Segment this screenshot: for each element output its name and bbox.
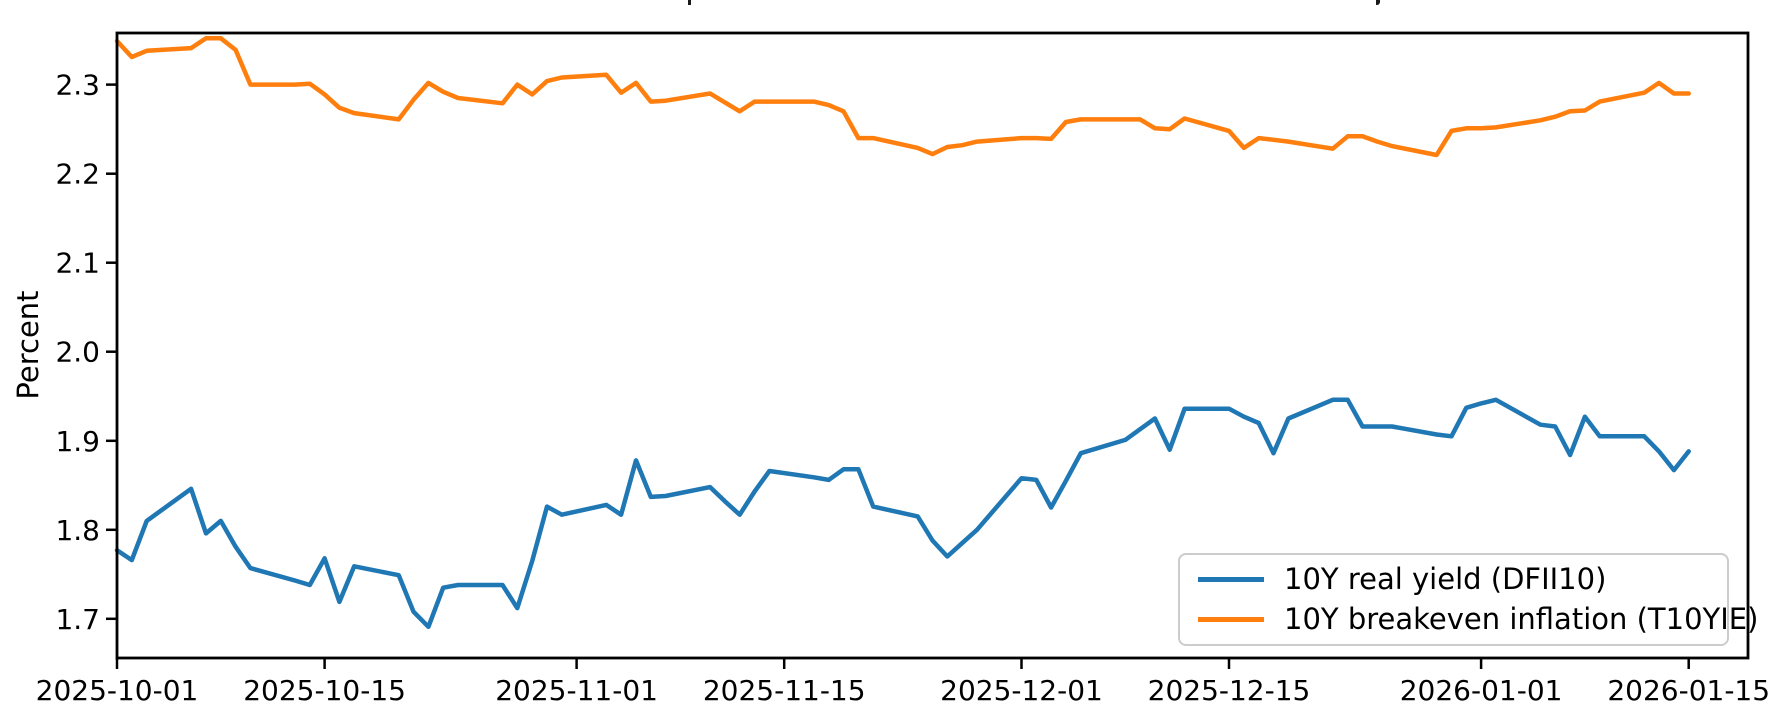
axis-ticks: [106, 83, 1690, 669]
legend-entry-dfii10: 10Y real yield (DFII10): [1194, 565, 1713, 594]
y-tick-label: 2.1: [55, 247, 100, 280]
x-tick-label: 2026-01-01: [1400, 674, 1563, 707]
series-line-t10yie: [114, 36, 1691, 158]
y-tick-label: 2.2: [55, 158, 100, 191]
x-tick-label: 2025-10-15: [243, 674, 406, 707]
x-tick-label: 2026-01-15: [1607, 674, 1770, 707]
y-tick-label: 1.7: [55, 603, 100, 636]
clipped-title-fragment: [1376, 0, 1380, 5]
x-tick-label: 2025-11-15: [703, 674, 866, 707]
x-tick-label: 2025-12-01: [940, 674, 1103, 707]
axis-tick-labels: 2.3 2.2 2.1 2.0 1.9 1.8 1.7 2025-10-01 2025-10-1…: [36, 69, 1770, 707]
legend-label-dfii10: 10Y real yield (DFII10): [1284, 562, 1607, 597]
y-tick-label: 1.8: [55, 514, 100, 547]
x-tick-label: 2025-12-15: [1148, 674, 1311, 707]
legend-line-sample-t10yie: [1198, 616, 1264, 622]
y-axis-label: Percent: [11, 290, 45, 399]
y-tick-label: 2.0: [55, 336, 100, 369]
clipped-title-fragment: [688, 0, 691, 5]
legend-label-t10yie: 10Y breakeven inflation (T10YIE): [1284, 601, 1759, 636]
data-series: [114, 36, 1691, 630]
legend-entry-t10yie: 10Y breakeven inflation (T10YIE): [1194, 604, 1758, 634]
x-tick-label: 2025-10-01: [36, 674, 199, 707]
plot-border: [115, 31, 1750, 660]
legend: 10Y real yield (DFII10) 10Y breakeven in…: [1178, 553, 1758, 646]
y-tick-label: 1.9: [55, 425, 100, 458]
axes-spines: [115, 31, 1750, 660]
x-tick-label: 2025-11-01: [495, 674, 658, 707]
series-line-dfii10: [114, 397, 1691, 630]
legend-line-sample-dfii10: [1198, 577, 1264, 583]
y-tick-label: 2.3: [55, 69, 100, 102]
